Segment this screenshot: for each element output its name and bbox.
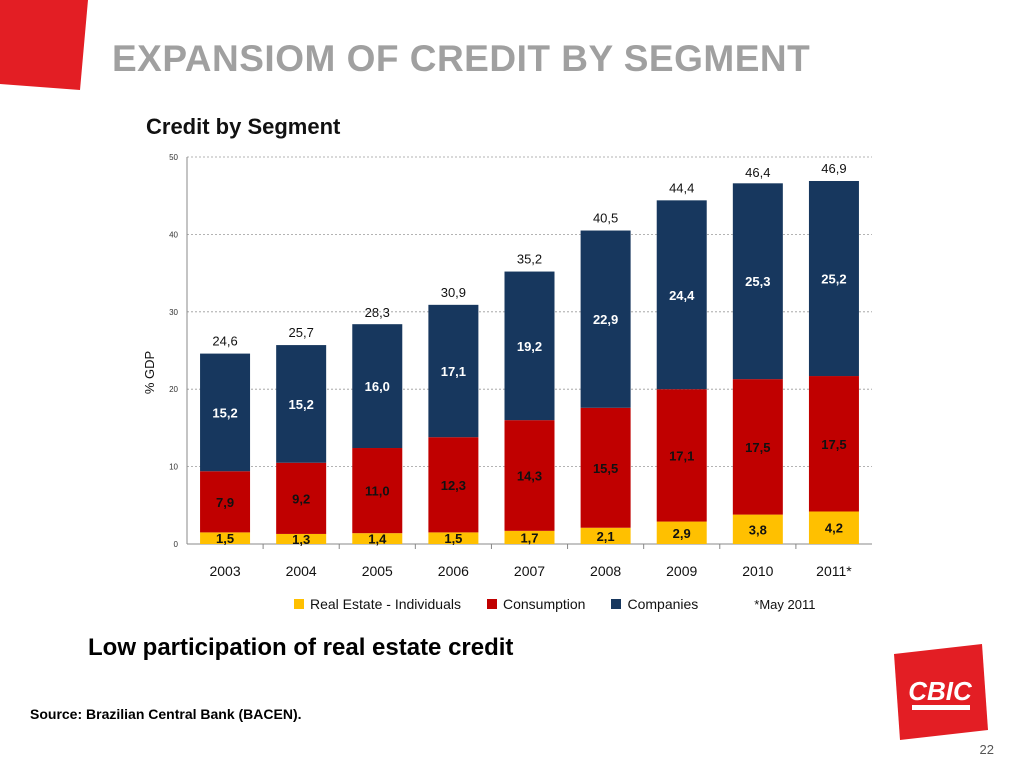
x-tick-label: 2003 — [209, 563, 240, 579]
data-label-consumption: 17,5 — [745, 440, 770, 455]
bar-consumption — [808, 376, 859, 512]
data-label-consumption: 17,5 — [821, 437, 846, 452]
y-tick-label: 10 — [169, 463, 178, 472]
bar-companies — [656, 200, 707, 390]
data-label-real-estate: 1,5 — [444, 531, 462, 546]
data-label-real-estate: 4,2 — [825, 521, 843, 536]
data-label-consumption: 9,2 — [292, 491, 310, 506]
bar-real-estate — [352, 533, 403, 544]
legend-label-consumption: Consumption — [502, 596, 586, 612]
data-label-companies: 25,2 — [821, 272, 846, 287]
cbic-logo: CBIC — [894, 644, 988, 740]
data-label-companies: 15,2 — [289, 397, 314, 412]
bar-companies — [732, 183, 783, 380]
total-label: 30,9 — [441, 285, 466, 300]
y-tick-label: 0 — [174, 540, 179, 549]
x-tick-label: 2008 — [590, 563, 621, 579]
total-label: 40,5 — [593, 211, 618, 226]
data-label-companies: 15,2 — [212, 405, 237, 420]
total-label: 35,2 — [517, 252, 542, 267]
bar-real-estate — [276, 533, 327, 544]
data-label-consumption: 7,9 — [216, 495, 234, 510]
x-tick-label: 2010 — [742, 563, 773, 579]
bar-real-estate — [580, 527, 631, 544]
stacked-bar-chart: 0 10 20 30 40 50 % GDP 1,5 7,9 15,2 24,6 2003 1,3 9,2… — [142, 153, 872, 579]
data-label-real-estate: 1,5 — [216, 531, 234, 546]
data-label-companies: 19,2 — [517, 339, 542, 354]
data-label-real-estate: 1,4 — [368, 532, 387, 547]
bar-companies — [200, 353, 251, 472]
bar-consumption — [428, 437, 479, 533]
data-label-companies: 25,3 — [745, 274, 770, 289]
total-label: 46,9 — [821, 161, 846, 176]
total-label: 44,4 — [669, 180, 694, 195]
y-tick-label: 30 — [169, 308, 178, 317]
data-label-real-estate: 2,9 — [673, 526, 691, 541]
chart-legend: Real Estate - Individuals Consumption Co… — [294, 596, 815, 612]
bar-companies — [428, 304, 479, 438]
bar-real-estate — [808, 511, 859, 544]
data-label-real-estate: 2,1 — [597, 529, 615, 544]
legend-swatch-consumption — [486, 599, 497, 609]
x-tick-label: 2011* — [816, 563, 852, 579]
data-label-consumption: 15,5 — [593, 461, 618, 476]
data-label-consumption: 14,3 — [517, 469, 542, 484]
corner-decoration — [0, 0, 88, 90]
total-label: 24,6 — [212, 334, 237, 349]
x-tick-label: 2007 — [514, 563, 545, 579]
bar-real-estate — [200, 532, 251, 544]
bar-consumption — [200, 471, 251, 533]
legend-item-companies: Companies — [611, 596, 698, 612]
data-label-real-estate: 1,3 — [292, 532, 310, 547]
x-tick-label: 2004 — [286, 563, 317, 579]
legend-label-companies: Companies — [627, 596, 699, 612]
x-tick-label: 2009 — [666, 563, 697, 579]
bar-consumption — [352, 448, 403, 534]
svg-text:CBIC: CBIC — [908, 676, 973, 706]
bar-real-estate — [656, 521, 707, 544]
bar-consumption — [656, 389, 707, 522]
data-label-consumption: 17,1 — [669, 448, 694, 463]
data-label-real-estate: 3,8 — [749, 522, 767, 537]
slide-subtitle: Low participation of real estate credit — [88, 634, 514, 661]
bar-consumption — [504, 420, 555, 531]
bar-consumption — [580, 407, 631, 528]
y-axis-label: % GDP — [142, 351, 157, 394]
page-number: 22 — [979, 742, 994, 757]
legend-item-real-estate: Real Estate - Individuals — [294, 596, 461, 612]
bar-real-estate — [504, 530, 555, 544]
bar-consumption — [732, 379, 783, 515]
bar-companies — [352, 324, 403, 449]
bar-companies — [276, 345, 327, 463]
data-label-consumption: 12,3 — [441, 478, 466, 493]
data-label-companies: 17,1 — [441, 364, 466, 379]
total-label: 46,4 — [745, 165, 770, 180]
data-label-companies: 16,0 — [365, 379, 390, 394]
chart-title: Credit by Segment — [146, 114, 341, 139]
bar-real-estate — [732, 514, 783, 544]
y-tick-label: 50 — [169, 153, 178, 162]
legend-swatch-real-estate — [294, 599, 304, 609]
bar-real-estate — [428, 532, 479, 544]
legend-swatch-companies — [611, 599, 622, 609]
total-label: 28,3 — [365, 305, 390, 320]
source-note: Source: Brazilian Central Bank (BACEN). — [30, 706, 302, 722]
bar-companies — [580, 230, 631, 408]
total-label: 25,7 — [289, 325, 314, 340]
y-tick-label: 20 — [169, 385, 178, 394]
bar-companies — [808, 180, 859, 377]
y-tick-label: 40 — [169, 230, 178, 239]
x-tick-label: 2006 — [438, 563, 469, 579]
legend-item-consumption: Consumption — [486, 596, 586, 612]
slide-title: EXPANSIOM OF CREDIT BY SEGMENT — [112, 38, 811, 79]
x-tick-label: 2005 — [362, 563, 393, 579]
data-label-real-estate: 1,7 — [520, 530, 538, 545]
chart-footnote: *May 2011 — [754, 596, 816, 612]
data-label-companies: 24,4 — [669, 288, 695, 303]
legend-label-real-estate: Real Estate - Individuals — [310, 596, 461, 612]
bar-companies — [504, 271, 555, 421]
bar-consumption — [276, 462, 327, 534]
data-label-consumption: 11,0 — [365, 484, 390, 499]
data-label-companies: 22,9 — [593, 312, 618, 327]
